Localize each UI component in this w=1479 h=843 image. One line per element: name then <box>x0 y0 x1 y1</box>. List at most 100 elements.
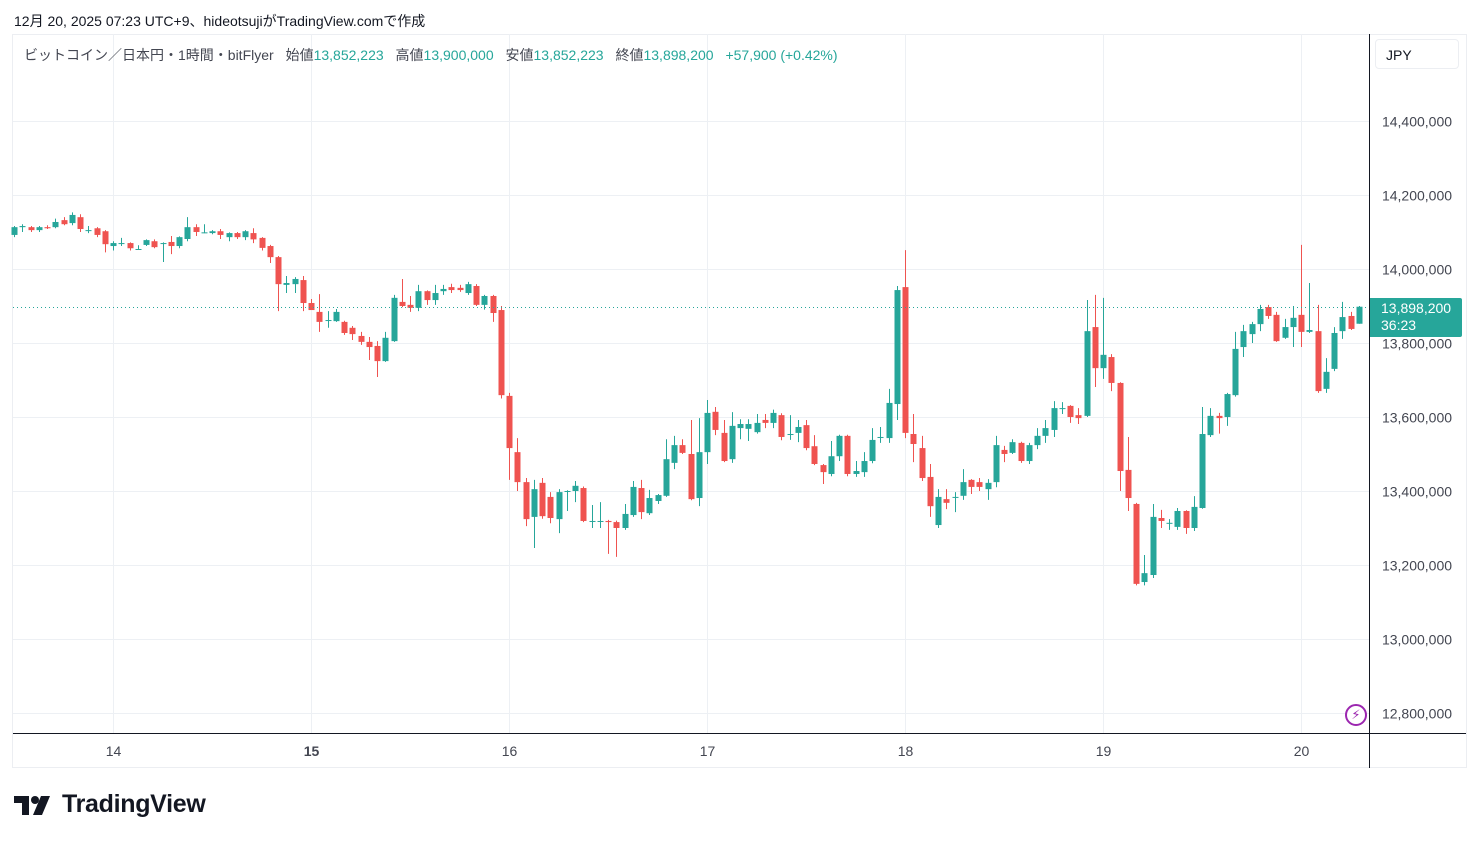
candle-down <box>267 244 274 264</box>
candle-body <box>1298 314 1305 332</box>
high-value: 13,900,000 <box>423 47 494 63</box>
price-tick-label: 13,200,000 <box>1382 558 1452 574</box>
candle-body <box>1282 327 1289 338</box>
candle-down <box>919 435 926 482</box>
candle-body <box>44 227 51 229</box>
candle-body <box>85 230 92 232</box>
candle-up <box>1224 392 1231 426</box>
candle-body <box>704 412 711 453</box>
candle-body <box>1141 573 1148 583</box>
candle-body <box>787 434 794 436</box>
candle-body <box>259 237 266 248</box>
candle-body <box>160 243 167 245</box>
candle-down <box>1133 502 1140 586</box>
candle-down <box>539 478 546 519</box>
chart-frame <box>12 34 1467 768</box>
candle-body <box>960 482 967 496</box>
candle-down <box>778 413 785 441</box>
candle-up <box>729 412 736 463</box>
candle-up <box>795 419 802 443</box>
candle-down <box>638 479 645 520</box>
candle-down <box>374 341 381 378</box>
candle-up <box>292 277 299 294</box>
candle-body <box>671 445 678 463</box>
candle-body <box>1051 408 1058 430</box>
candle-up <box>704 399 711 464</box>
candle-down <box>943 489 950 510</box>
candle-up <box>1249 321 1256 343</box>
open-value: 13,852,223 <box>313 47 384 63</box>
candle-up <box>1323 358 1330 393</box>
candle-up <box>160 242 167 262</box>
candle-body <box>985 482 992 490</box>
candle-up <box>1059 402 1066 415</box>
candle-down <box>803 419 810 451</box>
candle-down <box>358 331 365 345</box>
candle-body <box>292 278 299 285</box>
candle-down <box>968 479 975 494</box>
candle-down <box>1067 405 1074 423</box>
candle-body <box>481 295 488 305</box>
candle-body <box>448 287 455 291</box>
candle-up <box>209 230 216 235</box>
candle-down <box>399 278 406 308</box>
tradingview-logo-icon <box>14 795 50 815</box>
candle-body <box>547 496 554 519</box>
candle-up <box>481 294 488 310</box>
candle-up <box>828 441 835 477</box>
price-axis[interactable]: 14,400,000 14,200,000 14,000,000 13,800,000… <box>1382 114 1452 722</box>
candle-up <box>1034 428 1041 450</box>
candle-body <box>531 489 538 517</box>
candle-up <box>1191 496 1198 531</box>
candle-up <box>1084 300 1091 417</box>
candle-up <box>671 435 678 470</box>
candle-body <box>184 227 191 240</box>
candle-up <box>960 469 967 500</box>
candle-up <box>655 493 662 504</box>
candle-down <box>1298 244 1305 348</box>
candle-body <box>506 395 513 449</box>
candle-down <box>316 294 323 332</box>
candle-body <box>927 476 934 507</box>
candle-body <box>1034 435 1041 446</box>
candle-down <box>1018 441 1025 463</box>
candle-body <box>143 240 150 245</box>
candle-up <box>36 226 43 232</box>
candle-down <box>1315 304 1322 393</box>
lightning-icon[interactable]: ⚡ <box>1345 704 1367 726</box>
candle-down <box>1108 354 1115 392</box>
candle-body <box>968 479 975 487</box>
price-tick-label: 13,600,000 <box>1382 410 1452 426</box>
time-tick-label: 20 <box>1294 743 1310 759</box>
candle-body <box>275 257 282 285</box>
candle-up <box>415 284 422 312</box>
currency-button[interactable]: JPY <box>1375 39 1459 69</box>
candle-up <box>1257 304 1264 332</box>
candle-body <box>919 448 926 479</box>
candle-body <box>102 231 109 245</box>
candle-up <box>564 490 571 511</box>
candle-up <box>663 439 670 497</box>
candle-body <box>556 492 563 520</box>
candle-up <box>19 224 26 232</box>
symbol-legend: ビットコイン／日本円・1時間・bitFlyer 始値13,852,223 高値1… <box>24 45 838 65</box>
candle-up <box>1199 406 1206 509</box>
candle-up <box>737 419 744 440</box>
candle-body <box>1026 445 1033 462</box>
candle-up <box>1150 503 1157 578</box>
candle-body <box>1224 394 1231 417</box>
candle-body <box>1092 327 1099 369</box>
candle-up <box>226 232 233 242</box>
candle-body <box>424 291 431 301</box>
candle-body <box>1240 331 1247 348</box>
candle-up <box>69 212 76 226</box>
price-tick-label: 14,000,000 <box>1382 262 1452 278</box>
candle-body <box>226 233 233 238</box>
candle-body <box>976 482 983 487</box>
candle-up <box>787 415 794 440</box>
low-value: 13,852,223 <box>533 47 604 63</box>
candle-body <box>696 452 703 499</box>
candle-up <box>646 489 653 516</box>
time-axis[interactable]: 14 15 16 17 18 19 20 <box>106 743 1310 759</box>
